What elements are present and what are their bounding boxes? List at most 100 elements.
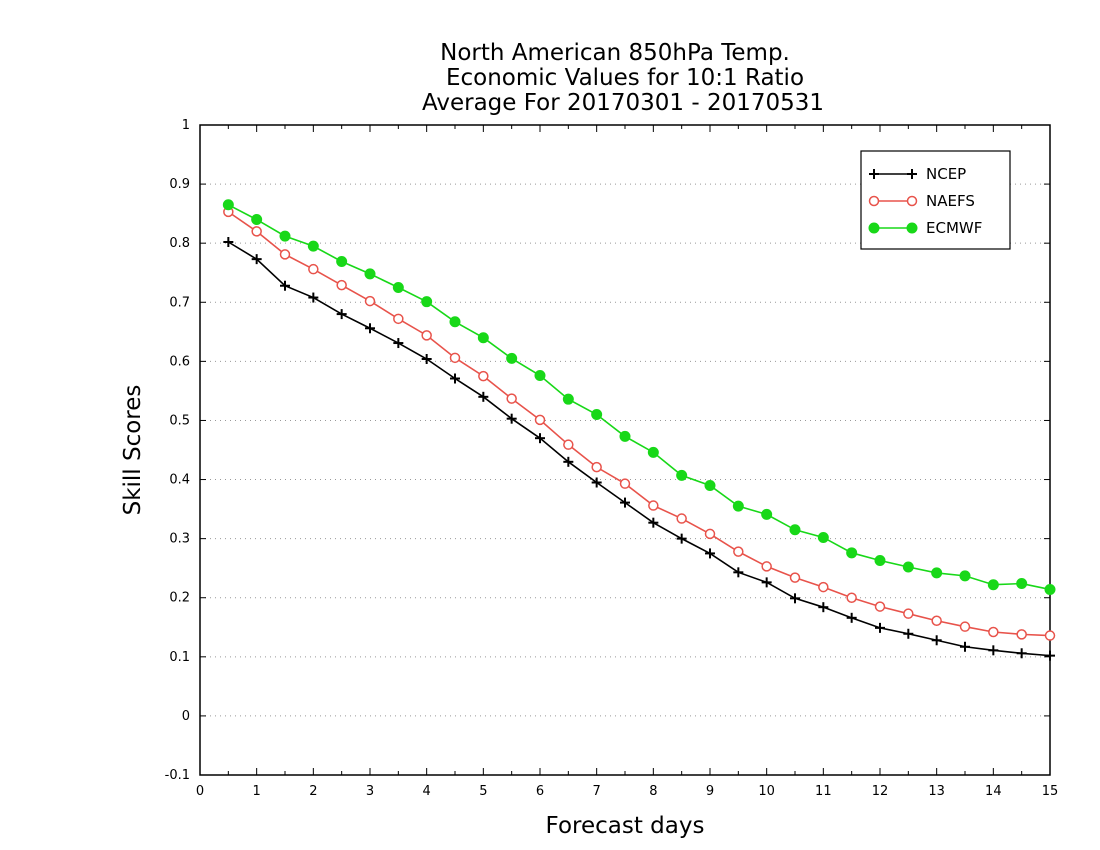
data-point-ecmwf bbox=[704, 479, 716, 491]
data-point-naefs bbox=[591, 461, 602, 473]
data-point-ncep bbox=[421, 354, 432, 364]
data-point-ecmwf bbox=[931, 567, 943, 579]
data-point-naefs bbox=[818, 581, 829, 593]
legend-label-ecmwf: ECMWF bbox=[926, 219, 982, 237]
data-point-ecmwf bbox=[987, 579, 999, 591]
y-tick-label: 0.3 bbox=[169, 532, 190, 547]
data-point-naefs bbox=[506, 393, 517, 404]
y-tick-label: 0.1 bbox=[169, 650, 190, 665]
data-point-ncep bbox=[846, 612, 857, 623]
data-point-naefs bbox=[846, 592, 857, 603]
series-layer bbox=[222, 199, 1056, 661]
data-point-ecmwf bbox=[619, 430, 631, 442]
data-point-ncep bbox=[790, 593, 800, 604]
data-point-naefs bbox=[421, 330, 432, 341]
data-point-ncep bbox=[393, 338, 404, 349]
data-point-ecmwf bbox=[1016, 578, 1028, 590]
data-point-ecmwf bbox=[506, 352, 518, 364]
y-tick-label: 0 bbox=[182, 709, 190, 724]
x-tick-label: 14 bbox=[985, 784, 1002, 799]
data-point-naefs bbox=[648, 500, 659, 511]
legend-label-naefs: NAEFS bbox=[926, 192, 975, 210]
x-tick-label: 1 bbox=[253, 784, 261, 799]
data-point-ecmwf bbox=[562, 393, 574, 405]
data-point-ecmwf bbox=[817, 531, 829, 543]
legend-items: NCEP NAEFS ECMWF bbox=[868, 165, 982, 237]
x-tick-label: 3 bbox=[366, 784, 374, 799]
legend-label-ncep: NCEP bbox=[926, 165, 966, 183]
data-point-naefs bbox=[619, 478, 631, 489]
legend-item-ncep: NCEP bbox=[869, 165, 966, 183]
axis-ticks: -0.100.10.20.30.40.50.60.70.80.910 1 2 3 4 5 6… bbox=[165, 118, 1059, 799]
data-point-ecmwf bbox=[392, 282, 404, 293]
data-point-naefs bbox=[704, 528, 716, 540]
x-tick-label: 10 bbox=[758, 784, 775, 799]
data-point-ecmwf bbox=[732, 500, 744, 512]
data-point-ecmwf bbox=[591, 409, 603, 421]
data-point-ecmwf bbox=[477, 332, 489, 344]
data-point-ncep bbox=[676, 533, 687, 544]
data-point-naefs bbox=[676, 513, 687, 524]
x-tick-label: 0 bbox=[196, 784, 204, 799]
legend-marker-naefs bbox=[906, 195, 918, 207]
data-point-ncep bbox=[931, 635, 942, 646]
data-point-ncep bbox=[988, 645, 999, 656]
x-tick-label: 12 bbox=[872, 784, 889, 799]
data-point-naefs bbox=[534, 414, 546, 426]
title-line-1: North American 850hPa Temp. bbox=[440, 40, 790, 66]
data-point-ecmwf bbox=[534, 370, 546, 382]
data-point-ncep bbox=[1016, 648, 1027, 659]
data-point-ncep bbox=[733, 567, 744, 578]
data-point-naefs bbox=[364, 295, 376, 307]
data-point-ecmwf bbox=[307, 240, 319, 252]
y-tick-label: 0.8 bbox=[169, 236, 190, 251]
series-ecmwf bbox=[222, 199, 1056, 595]
data-point-ecmwf bbox=[902, 561, 914, 573]
data-point-naefs bbox=[988, 626, 999, 638]
legend-marker-ecmwf bbox=[906, 222, 918, 234]
x-tick-label: 7 bbox=[593, 784, 601, 799]
data-point-ecmwf bbox=[676, 469, 688, 481]
data-point-ecmwf bbox=[449, 316, 461, 328]
data-point-ncep bbox=[875, 622, 885, 633]
data-point-naefs bbox=[874, 601, 886, 612]
series-line-naefs bbox=[227, 211, 1051, 637]
data-point-ecmwf bbox=[874, 555, 886, 566]
data-point-ecmwf bbox=[1044, 583, 1056, 595]
chart-title: North American 850hPa Temp. Economic Val… bbox=[422, 40, 824, 116]
data-point-ncep bbox=[705, 548, 715, 559]
series-ncep bbox=[223, 237, 1055, 661]
legend-marker-ncep bbox=[869, 169, 879, 179]
series-line-ncep bbox=[227, 241, 1051, 657]
data-point-ncep bbox=[960, 641, 970, 652]
x-tick-label: 9 bbox=[706, 784, 714, 799]
data-point-ncep bbox=[280, 280, 290, 291]
series-naefs bbox=[223, 206, 1056, 641]
data-point-ecmwf bbox=[336, 256, 348, 267]
data-point-ncep bbox=[251, 254, 262, 265]
data-point-ncep bbox=[1045, 650, 1055, 661]
x-tick-label: 8 bbox=[649, 784, 657, 799]
data-point-naefs bbox=[931, 615, 942, 627]
legend-item-ecmwf: ECMWF bbox=[868, 219, 982, 237]
data-point-naefs bbox=[733, 546, 744, 557]
y-tick-label: 1 bbox=[182, 118, 190, 133]
data-point-ecmwf bbox=[364, 268, 376, 280]
data-point-ncep bbox=[478, 391, 489, 402]
data-point-naefs bbox=[761, 561, 772, 572]
data-point-naefs bbox=[1016, 629, 1027, 640]
legend-item-naefs: NAEFS bbox=[868, 192, 975, 210]
data-point-naefs bbox=[959, 621, 971, 632]
legend: NCEP NAEFS ECMWF bbox=[860, 150, 1011, 250]
data-point-naefs bbox=[478, 370, 489, 382]
data-point-naefs bbox=[251, 226, 262, 237]
data-point-ncep bbox=[648, 517, 659, 528]
y-tick-label: -0.1 bbox=[165, 768, 190, 783]
data-point-naefs bbox=[789, 572, 801, 583]
data-point-naefs bbox=[449, 352, 461, 364]
x-tick-label: 13 bbox=[928, 784, 945, 799]
series-line-ecmwf bbox=[227, 204, 1051, 591]
x-tick-label: 6 bbox=[536, 784, 544, 799]
legend-marker-naefs bbox=[868, 195, 880, 207]
